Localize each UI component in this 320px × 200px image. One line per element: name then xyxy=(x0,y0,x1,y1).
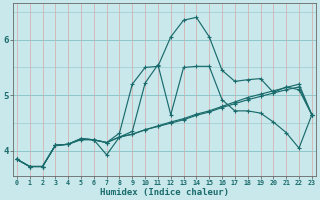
X-axis label: Humidex (Indice chaleur): Humidex (Indice chaleur) xyxy=(100,188,229,197)
